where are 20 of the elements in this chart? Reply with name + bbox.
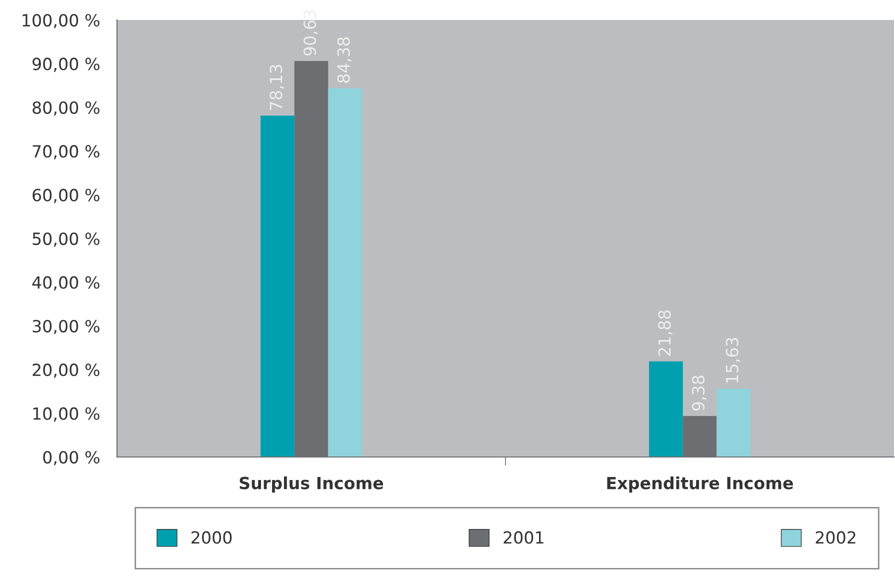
y-tick-label: 40,00 % bbox=[32, 276, 100, 290]
legend-label: 2000 bbox=[192, 531, 232, 544]
x-tick-label: Expenditure Income bbox=[607, 476, 793, 493]
y-tick-label: 0,00 % bbox=[43, 450, 100, 466]
bar bbox=[260, 116, 294, 457]
y-tick-label: 70,00 % bbox=[32, 145, 100, 160]
y-tick-label: 90,00 % bbox=[32, 58, 100, 72]
y-tick-label: 80,00 % bbox=[32, 101, 100, 116]
bar bbox=[716, 388, 750, 457]
legend-label: 2002 bbox=[816, 531, 856, 544]
bar bbox=[328, 88, 362, 457]
x-tick-label: Surplus Income bbox=[240, 476, 384, 493]
y-tick-label: 30,00 % bbox=[32, 320, 100, 334]
y-tick-label: 100,00 % bbox=[22, 14, 100, 28]
y-tick-label: 60,00 % bbox=[32, 188, 100, 204]
y-tick-label: 20,00 % bbox=[32, 364, 100, 378]
bar bbox=[649, 361, 683, 457]
y-tick-label: 50,00 % bbox=[32, 232, 100, 247]
legend-label: 2001 bbox=[504, 531, 544, 544]
y-tick-label: 10,00 % bbox=[33, 407, 100, 422]
